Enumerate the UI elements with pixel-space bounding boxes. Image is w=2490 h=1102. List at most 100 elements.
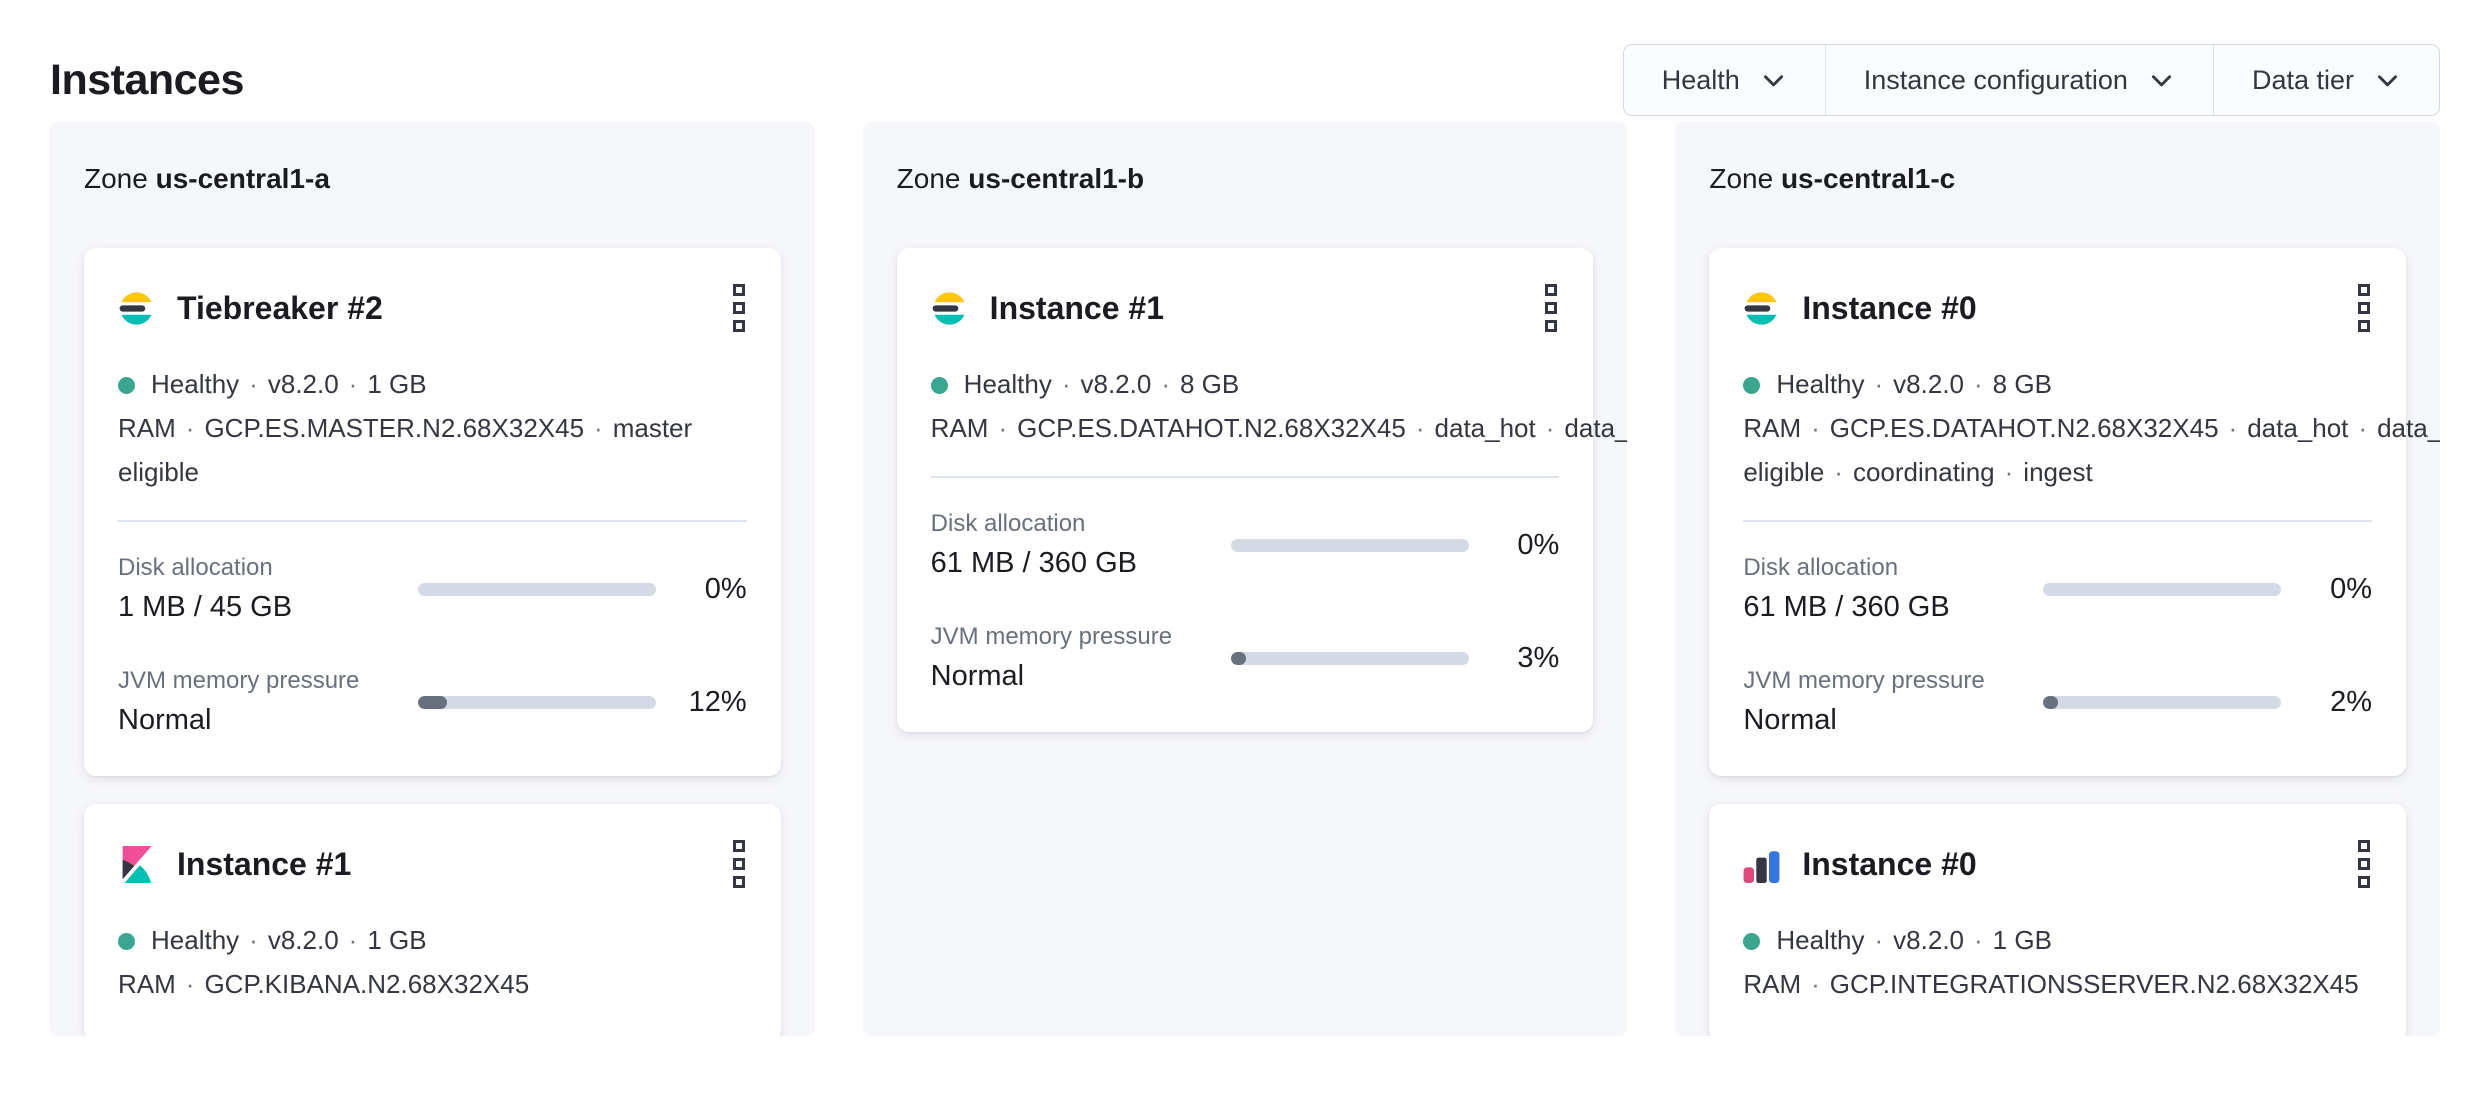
meta-item: data_hot	[2247, 413, 2349, 443]
metric-percent: 0%	[704, 573, 747, 605]
meta-item: Healthy	[963, 369, 1052, 399]
boxes-vertical-icon	[2358, 284, 2371, 332]
metric-value: Normal	[1743, 704, 1837, 736]
meta-item: Healthy	[151, 925, 240, 955]
integrations-server-logo-icon	[1743, 846, 1780, 883]
meta-item: master eligible	[1743, 457, 1825, 487]
progress-bar	[418, 583, 656, 596]
instance-menu-button[interactable]	[1543, 280, 1559, 336]
filter-button-data-tier[interactable]: Data tier	[2214, 45, 2439, 115]
progress-bar	[1230, 652, 1469, 665]
instance-meta: Healthy · v8.2.0 · 8 GB RAM · GCP.ES.DATAHOT.N…	[930, 362, 1627, 450]
meta-item: Healthy	[1776, 369, 1865, 399]
meta-separator: ·	[249, 369, 258, 399]
instance-title: Instance #1	[177, 846, 352, 882]
instance-meta: Healthy · v8.2.0 · 8 GB RAM · GCP.ES.DATAHOT.N…	[1743, 362, 2440, 494]
meta-separator: ·	[1811, 969, 1820, 999]
meta-separator: ·	[1545, 413, 1555, 443]
instance-card-header: Instance #1	[931, 280, 1560, 336]
instance-card: Instance #0 Healthy · v8.2.0 · 8 GB RAM · GCP.…	[1709, 248, 2440, 776]
meta-separator: ·	[2228, 413, 2238, 443]
instance-menu-button[interactable]	[2356, 836, 2372, 892]
meta-separator: ·	[1061, 369, 1071, 399]
meta-separator: ·	[249, 925, 258, 955]
boxes-vertical-icon	[732, 284, 745, 332]
boxes-vertical-icon	[732, 840, 745, 888]
health-status-icon	[118, 933, 135, 950]
meta-separator: ·	[1874, 925, 1884, 955]
meta-separator: ·	[1415, 413, 1425, 443]
meta-item: GCP.ES.DATAHOT.N2.68X32X45	[1017, 413, 1406, 443]
meta-separator: ·	[1874, 369, 1884, 399]
instance-card-header: Instance #0	[1743, 836, 2372, 892]
metric-value: 61 MB / 360 GB	[1743, 591, 1950, 623]
filter-label: Instance configuration	[1863, 64, 2128, 95]
meta-separator: ·	[348, 925, 358, 955]
instance-title: Instance #0	[1802, 846, 1977, 882]
progress-bar	[2043, 696, 2282, 709]
zone-title: Zone us-central1-b	[897, 162, 1594, 196]
meta-separator: ·	[594, 413, 603, 443]
boxes-vertical-icon	[1545, 284, 1558, 332]
instance-menu-button[interactable]	[2356, 280, 2372, 336]
instance-menu-button[interactable]	[731, 280, 747, 336]
meta-item: GCP.INTEGRATIONSSERVER.N2.68X32X45	[1829, 969, 2359, 999]
metric-row: JVM memory pressure Normal 12%	[118, 665, 747, 740]
filter-button-health[interactable]: Health	[1624, 45, 1826, 115]
metric-percent: 0%	[2330, 573, 2373, 605]
metric-percent: 2%	[2330, 686, 2373, 718]
metric-label: JVM memory pressure	[1743, 667, 1985, 694]
filter-label: Health	[1661, 64, 1740, 95]
metric-label: Disk allocation	[1743, 554, 1899, 581]
filter-button-instance-configuration[interactable]: Instance configuration	[1826, 45, 2214, 115]
chevron-down-icon	[2377, 74, 2398, 86]
instance-title: Tiebreaker #2	[177, 290, 383, 326]
meta-item: GCP.ES.DATAHOT.N2.68X32X45	[1829, 413, 2219, 443]
meta-item: ingest	[2023, 457, 2093, 487]
progress-bar	[1230, 539, 1469, 552]
instance-card-header: Instance #1	[118, 836, 747, 892]
instance-title: Instance #0	[1802, 290, 1977, 326]
instance-menu-button[interactable]	[731, 836, 747, 892]
zone-panel-us-central1-c: Zone us-central1-c Instance #0 Healthy · v…	[1675, 122, 2441, 1036]
metric-label: JVM memory pressure	[930, 623, 1173, 650]
elasticsearch-logo-icon	[931, 290, 968, 327]
meta-separator: ·	[998, 413, 1008, 443]
instance-metrics: Disk allocation 61 MB / 360 GB 0% JVM me…	[1743, 552, 2372, 740]
meta-separator: ·	[1811, 413, 1820, 443]
instance-card-header: Tiebreaker #2	[118, 280, 747, 336]
health-status-icon	[930, 377, 948, 394]
filter-label: Data tier	[2251, 64, 2354, 95]
page-title: Instances	[50, 55, 244, 104]
zone-panel-us-central1-b: Zone us-central1-b Instance #1 Healthy · v…	[862, 122, 1628, 1036]
meta-item: 8 GB RAM	[1743, 369, 2052, 443]
meta-item: 1 GB RAM	[1743, 925, 2052, 999]
health-status-icon	[1743, 377, 1761, 394]
meta-separator: ·	[2004, 457, 2014, 487]
metric-value: Normal	[930, 660, 1025, 692]
progress-bar	[2043, 583, 2282, 596]
instance-card: Instance #1 Healthy · v8.2.0 · 8 GB RAM · GCP.…	[896, 248, 1627, 732]
metric-label: Disk allocation	[930, 510, 1086, 537]
meta-item: v8.2.0	[1893, 369, 1964, 399]
metric-value: Normal	[118, 704, 212, 736]
meta-separator: ·	[2358, 413, 2368, 443]
metric-percent: 12%	[688, 686, 747, 718]
meta-item: Healthy	[1776, 925, 1865, 955]
metric-percent: 3%	[1517, 642, 1560, 674]
meta-separator: ·	[1974, 925, 1983, 955]
instance-card: Instance #0 Healthy · v8.2.0 · 1 GB RAM · GCP.…	[1709, 804, 2407, 1036]
metric-percent: 0%	[1517, 529, 1560, 561]
meta-item: v8.2.0	[1080, 369, 1152, 399]
meta-item: GCP.ES.MASTER.N2.68X32X45	[204, 413, 585, 443]
metric-label: JVM memory pressure	[118, 667, 360, 694]
metric-row: JVM memory pressure Normal 3%	[931, 621, 1560, 696]
card-divider	[930, 476, 1560, 478]
zone-cards: Instance #1 Healthy · v8.2.0 · 8 GB RAM · GCP.…	[896, 248, 1627, 732]
zone-label: Zone	[84, 163, 148, 194]
metric-row: Disk allocation 61 MB / 360 GB 0%	[1743, 552, 2372, 627]
instance-card: Tiebreaker #2 Healthy · v8.2.0 · 1 GB RAM · GC…	[84, 248, 781, 776]
meta-separator: ·	[348, 369, 358, 399]
meta-item: data_content	[1564, 413, 1627, 443]
zone-panel-us-central1-a: Zone us-central1-a Tiebreaker #2 Healthy…	[50, 122, 815, 1036]
